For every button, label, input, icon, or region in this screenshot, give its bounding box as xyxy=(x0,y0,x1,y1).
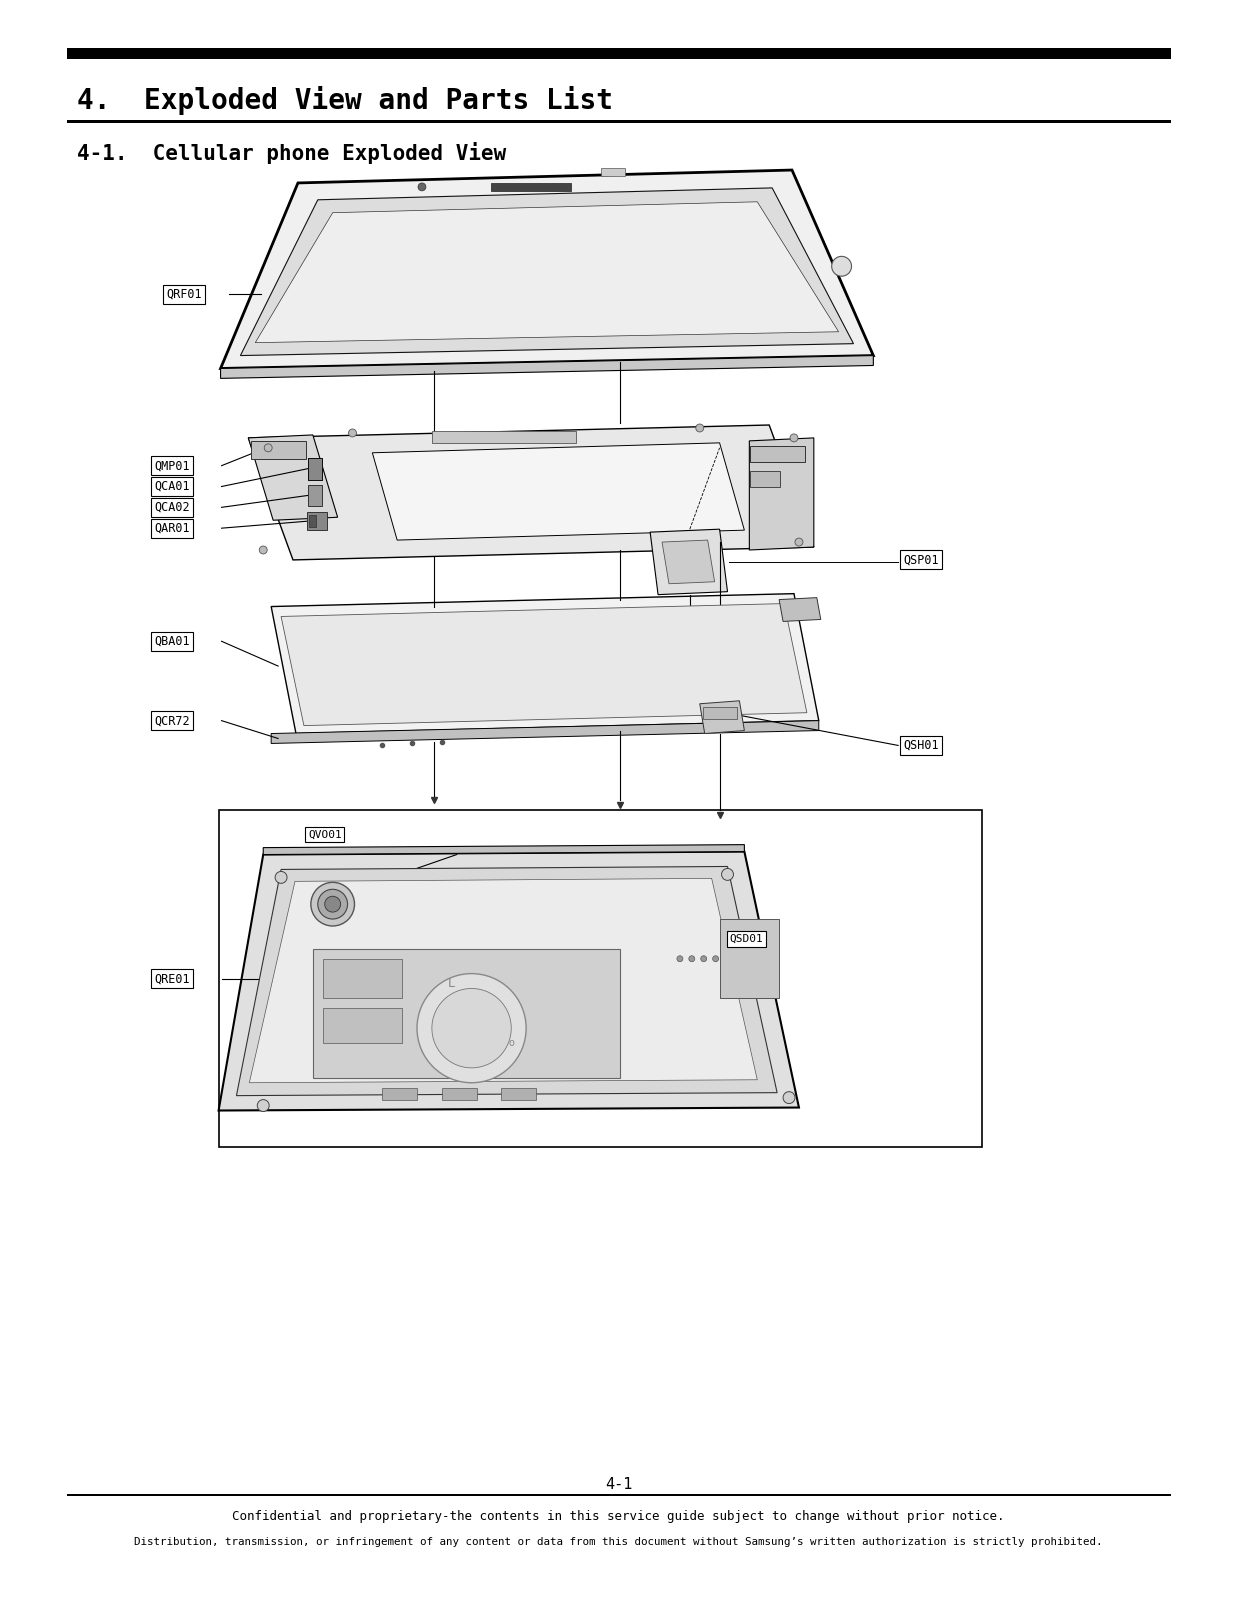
Text: QBA01: QBA01 xyxy=(155,635,189,648)
Text: QSH01: QSH01 xyxy=(903,739,939,752)
Polygon shape xyxy=(220,170,873,368)
Polygon shape xyxy=(281,603,807,725)
Circle shape xyxy=(260,546,267,554)
Text: QCA01: QCA01 xyxy=(155,480,189,493)
Circle shape xyxy=(275,872,287,883)
Circle shape xyxy=(790,434,798,442)
Bar xyxy=(307,512,327,530)
Text: QMP01: QMP01 xyxy=(155,459,189,472)
Polygon shape xyxy=(271,594,819,733)
Bar xyxy=(600,168,626,176)
Bar xyxy=(751,470,781,486)
Bar xyxy=(219,810,982,1147)
Text: QCR72: QCR72 xyxy=(155,714,189,726)
Text: 4-1: 4-1 xyxy=(605,1477,632,1493)
Circle shape xyxy=(795,538,803,546)
Text: Distribution, transmission, or infringement of any content or data from this doc: Distribution, transmission, or infringem… xyxy=(134,1538,1102,1547)
Text: Confidential and proprietary-the contents in this service guide subject to chang: Confidential and proprietary-the content… xyxy=(233,1510,1004,1523)
Circle shape xyxy=(418,182,426,190)
Polygon shape xyxy=(220,355,873,378)
Bar xyxy=(751,446,805,462)
Circle shape xyxy=(695,424,704,432)
Polygon shape xyxy=(249,426,814,560)
Bar xyxy=(308,458,322,480)
Polygon shape xyxy=(271,720,819,744)
Polygon shape xyxy=(263,845,745,854)
Circle shape xyxy=(677,955,683,962)
Bar xyxy=(313,949,621,1078)
Polygon shape xyxy=(240,187,854,355)
Circle shape xyxy=(700,955,706,962)
Polygon shape xyxy=(236,867,777,1096)
Bar xyxy=(442,1088,476,1099)
Polygon shape xyxy=(250,878,757,1083)
Text: QVO01: QVO01 xyxy=(308,830,341,840)
Polygon shape xyxy=(249,435,338,520)
Bar xyxy=(491,182,570,190)
Circle shape xyxy=(325,896,340,912)
Bar xyxy=(501,1088,536,1099)
Bar xyxy=(720,918,779,998)
Text: QCA02: QCA02 xyxy=(155,501,189,514)
Text: QSD01: QSD01 xyxy=(730,934,763,944)
Polygon shape xyxy=(372,443,745,541)
Circle shape xyxy=(257,1099,270,1112)
Bar xyxy=(323,958,402,998)
Circle shape xyxy=(689,955,695,962)
Bar xyxy=(251,442,306,459)
Circle shape xyxy=(831,256,851,277)
Text: o: o xyxy=(508,1038,515,1048)
Text: 4.  Exploded View and Parts List: 4. Exploded View and Parts List xyxy=(77,86,612,115)
Text: QAR01: QAR01 xyxy=(155,522,189,534)
Circle shape xyxy=(318,890,348,918)
Polygon shape xyxy=(255,202,839,342)
Circle shape xyxy=(432,989,511,1067)
Text: L: L xyxy=(448,978,455,990)
Text: 4-1.  Cellular phone Exploded View: 4-1. Cellular phone Exploded View xyxy=(77,142,506,165)
Polygon shape xyxy=(779,598,821,621)
Text: QRF01: QRF01 xyxy=(166,288,202,301)
Circle shape xyxy=(417,974,526,1083)
Text: QRE01: QRE01 xyxy=(155,973,189,986)
Bar xyxy=(67,120,1171,123)
Polygon shape xyxy=(700,701,745,733)
Circle shape xyxy=(713,955,719,962)
Polygon shape xyxy=(750,438,814,550)
Bar xyxy=(382,1088,417,1099)
Circle shape xyxy=(310,882,355,926)
Bar xyxy=(67,1494,1171,1496)
Bar xyxy=(432,430,575,443)
Bar xyxy=(308,485,322,506)
Circle shape xyxy=(349,429,356,437)
Text: QSP01: QSP01 xyxy=(903,554,939,566)
Bar xyxy=(309,515,315,526)
Circle shape xyxy=(783,1091,795,1104)
Circle shape xyxy=(721,869,734,880)
Bar xyxy=(67,48,1171,59)
Bar xyxy=(308,458,322,480)
Bar xyxy=(703,707,737,718)
Polygon shape xyxy=(219,851,799,1110)
Bar xyxy=(323,1008,402,1043)
Circle shape xyxy=(265,443,272,451)
Polygon shape xyxy=(662,541,715,584)
Polygon shape xyxy=(651,530,727,595)
